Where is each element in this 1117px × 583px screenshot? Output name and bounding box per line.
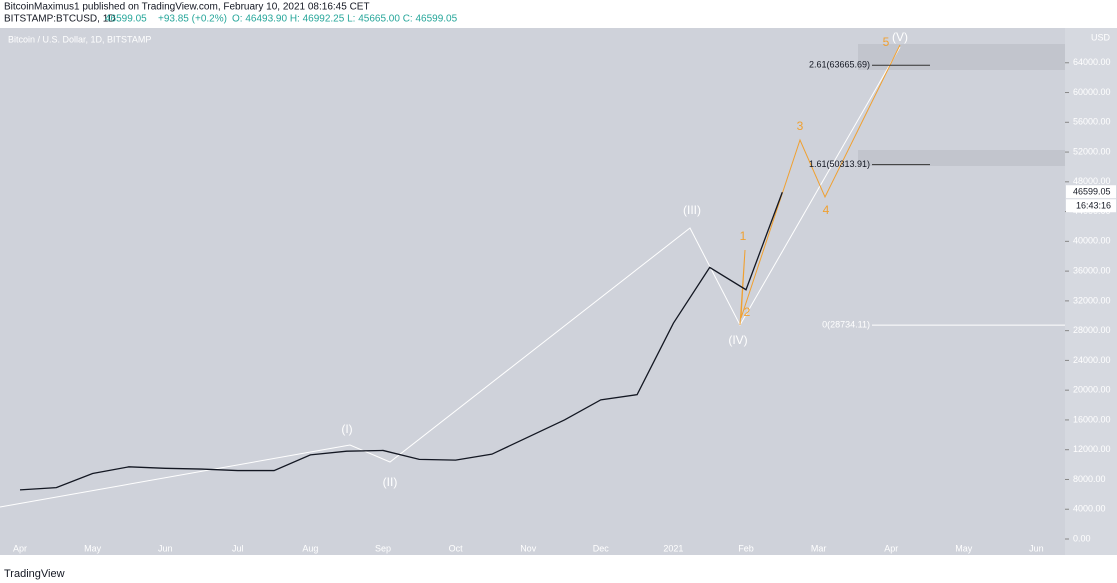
publisher: BitcoinMaximus1 published on TradingView… xyxy=(4,2,370,13)
footer: TradingView xyxy=(4,568,65,580)
symbol: BITSTAMP:BTCUSD, 1D xyxy=(4,14,116,25)
x-tick-label: Apr xyxy=(13,543,27,553)
y-tick-label: 52000.00 xyxy=(1073,146,1111,156)
y-tick-label: 48000.00 xyxy=(1073,176,1111,186)
y-tick-label: 12000.00 xyxy=(1073,444,1111,454)
y-tick-label: 40000.00 xyxy=(1073,236,1111,246)
y-tick-label: 20000.00 xyxy=(1073,385,1111,395)
wave-label: (III) xyxy=(683,203,701,217)
price-line xyxy=(19,192,783,491)
y-tick-label: 60000.00 xyxy=(1073,87,1111,97)
plot-area xyxy=(0,28,1065,555)
change: +93.85 (+0.2%) xyxy=(158,14,227,25)
x-tick-label: Sep xyxy=(375,543,391,553)
ohlc: O: 46493.90 H: 46992.25 L: 45665.00 C: 4… xyxy=(232,14,458,25)
x-tick-label: Jun xyxy=(1029,543,1044,553)
last: 46599.05 xyxy=(105,14,147,25)
x-tick-label: May xyxy=(955,543,973,553)
wave-label: 4 xyxy=(823,203,830,217)
y-tick-label: 8000.00 xyxy=(1073,474,1106,484)
projection xyxy=(739,44,901,326)
x-tick-label: Mar xyxy=(811,543,827,553)
x-tick-label: Jul xyxy=(232,543,244,553)
countdown: 16:43:16 xyxy=(1076,201,1111,211)
last-price-tag xyxy=(1066,185,1116,199)
y-tick-label: 24000.00 xyxy=(1073,355,1111,365)
target-box xyxy=(858,150,1065,166)
x-tick-label: Feb xyxy=(738,543,754,553)
y-axis-label: USD xyxy=(1091,32,1111,42)
y-tick-label: 32000.00 xyxy=(1073,295,1111,305)
fib-label: 0(28734.11) xyxy=(822,320,870,330)
x-tick-label: May xyxy=(84,543,102,553)
chart-title: Bitcoin / U.S. Dollar, 1D, BITSTAMP xyxy=(8,34,151,44)
wave-label: 1 xyxy=(740,229,747,243)
y-tick-label: 56000.00 xyxy=(1073,117,1111,127)
wave-label: (I) xyxy=(341,422,352,436)
wave-label: 5 xyxy=(883,35,890,49)
x-tick-label: Apr xyxy=(884,543,898,553)
x-tick-label: Jun xyxy=(158,543,173,553)
x-tick-label: Dec xyxy=(593,543,610,553)
wave-label: 2 xyxy=(744,305,751,319)
wave-label: 3 xyxy=(797,119,804,133)
price-axis xyxy=(1065,28,1117,555)
y-tick-label: 36000.00 xyxy=(1073,265,1111,275)
x-tick-label: Nov xyxy=(520,543,537,553)
y-tick-label: 4000.00 xyxy=(1073,504,1106,514)
y-tick-label: 64000.00 xyxy=(1073,57,1111,67)
last-price: 46599.05 xyxy=(1073,187,1111,197)
wave-label: (V) xyxy=(892,30,908,44)
wave-label: (IV) xyxy=(728,333,747,347)
countdown-tag xyxy=(1066,199,1116,213)
y-tick-label: 0.00 xyxy=(1073,533,1091,543)
x-tick-label: 2021 xyxy=(663,543,683,553)
y-tick-label: 28000.00 xyxy=(1073,325,1111,335)
x-tick-label: Oct xyxy=(449,543,464,553)
wave-label: (II) xyxy=(383,475,398,489)
wave-count xyxy=(0,46,901,508)
x-tick-label: Aug xyxy=(302,543,318,553)
y-tick-label: 16000.00 xyxy=(1073,414,1111,424)
fib-label: 1.61(50313.91) xyxy=(809,159,870,169)
fib-label: 2.61(63665.69) xyxy=(809,60,870,70)
